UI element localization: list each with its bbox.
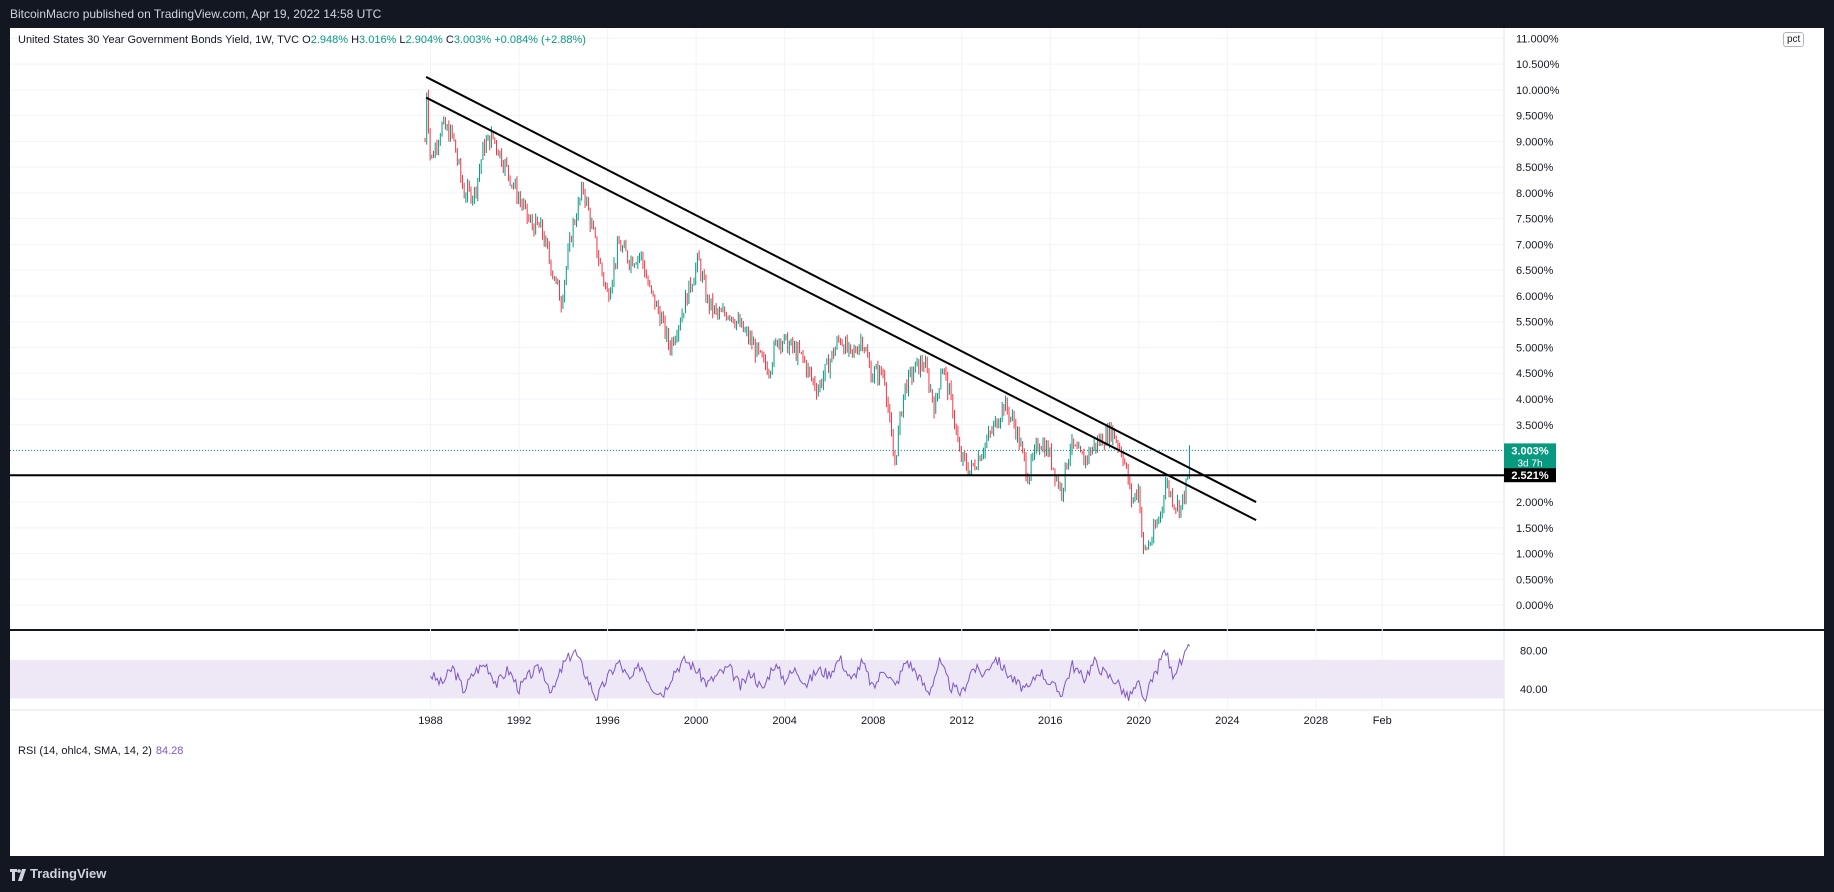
- drawn-lines: [10, 76, 1504, 521]
- chart-canvas[interactable]: 80.00 40.00 0.000% 0.500% 1.000% 1.500% 2.000…: [10, 28, 1824, 856]
- last-price-tag-bg: [1504, 443, 1556, 471]
- publisher-line: BitcoinMacro published on TradingView.co…: [10, 7, 382, 21]
- hline-tag-bg: [1504, 468, 1556, 483]
- hline-tag: 2.521%: [1504, 468, 1556, 483]
- symbol-name: United States 30 Year Government Bonds Y…: [18, 34, 300, 46]
- rsi-label: RSI (14, ohlc4, SMA, 14, 2): [18, 745, 152, 757]
- grid: [10, 28, 1824, 856]
- rsi-band: [10, 659, 1504, 699]
- time-tick-label: 2012: [949, 715, 973, 727]
- rsi-line: [430, 643, 1191, 703]
- time-tick-label: 2004: [772, 715, 796, 727]
- price-tick-label: 6.500%: [1516, 265, 1554, 277]
- price-axis: 0.000%0.500%1.000%1.500%2.000%2.500%3.00…: [1516, 33, 1560, 612]
- time-tick-label: 2016: [1038, 715, 1062, 727]
- price-tick-label: 6.000%: [1516, 291, 1554, 303]
- tradingview-logo[interactable]: TradingView: [10, 866, 106, 881]
- high-value: 3.016%: [359, 34, 397, 46]
- time-tick-label: 2028: [1304, 715, 1328, 727]
- price-tick-label: 2.000%: [1516, 497, 1554, 509]
- price-tick-label: 7.500%: [1516, 214, 1554, 226]
- time-tick-label: 2008: [861, 715, 885, 727]
- trendline: [425, 96, 1257, 521]
- rsi-pane: 80.00 40.00: [10, 643, 1548, 703]
- time-axis: 1988 1992 1996 2000 2004 2008 2012 2016 2020 2024…: [418, 715, 1391, 727]
- time-tick-label: 2020: [1127, 715, 1151, 727]
- price-tick-label: 4.000%: [1516, 394, 1554, 406]
- time-tick-label: Feb: [1373, 715, 1392, 727]
- time-tick-label: 1992: [507, 715, 531, 727]
- price-tick-label: 3.500%: [1516, 420, 1554, 432]
- brand-name: TradingView: [30, 866, 107, 881]
- price-tick-label: 8.000%: [1516, 188, 1554, 200]
- hline-value: 2.521%: [1511, 470, 1549, 482]
- rsi-tick-label: 40.00: [1520, 684, 1548, 696]
- open-value: 2.948%: [310, 34, 349, 46]
- publisher-bar: BitcoinMacro published on TradingView.co…: [0, 0, 1834, 28]
- low-label: L: [399, 34, 406, 46]
- open-label: O: [302, 34, 311, 46]
- price-tick-label: 1.500%: [1516, 523, 1554, 535]
- price-tick-label: 9.000%: [1516, 136, 1554, 148]
- price-tick-label: 5.500%: [1516, 317, 1554, 329]
- last-price-tag: 3.003%3d 7h: [1504, 443, 1556, 471]
- symbol-legend: United States 30 Year Government Bonds Y…: [18, 34, 586, 46]
- trendline: [425, 76, 1257, 503]
- tradingview-icon: [10, 869, 26, 881]
- price-tick-label: 0.000%: [1516, 600, 1554, 612]
- time-tick-label: 2000: [684, 715, 708, 727]
- price-tick-label: 10.000%: [1516, 85, 1560, 97]
- high-label: H: [351, 34, 360, 46]
- price-tick-label: 1.000%: [1516, 549, 1554, 561]
- price-tick-label: 8.500%: [1516, 162, 1554, 174]
- rsi-legend: RSI (14, ohlc4, SMA, 14, 2) 84.28: [18, 745, 183, 757]
- time-tick-label: 2024: [1215, 715, 1239, 727]
- price-tick-label: 7.000%: [1516, 239, 1554, 251]
- chart-panel[interactable]: 80.00 40.00 0.000% 0.500% 1.000% 1.500% 2.000…: [10, 28, 1824, 856]
- change-value: +0.084% (+2.88%): [494, 34, 586, 46]
- low-value: 2.904%: [405, 34, 443, 46]
- rsi-tick-label: 80.00: [1520, 645, 1548, 657]
- price-tick-label: 5.000%: [1516, 342, 1554, 354]
- percent-scale-button[interactable]: pct: [1783, 32, 1805, 47]
- price-tick-label: 4.500%: [1516, 368, 1554, 380]
- price-candles: [424, 89, 1190, 555]
- price-tags: 3.003%3d 7h2.521%: [1504, 443, 1556, 483]
- price-tick-label: 0.500%: [1516, 574, 1554, 586]
- price-tick-label: 10.500%: [1516, 59, 1560, 71]
- close-label: C: [445, 34, 454, 46]
- price-tick-label: 9.500%: [1516, 111, 1554, 123]
- time-tick-label: 1988: [418, 715, 442, 727]
- price-tick-label: 11.000%: [1516, 33, 1559, 45]
- footer-bar: TradingView: [0, 856, 1834, 892]
- last-price-value: 3.003%: [1511, 445, 1549, 457]
- time-tick-label: 1996: [595, 715, 619, 727]
- bar-countdown: 3d 7h: [1517, 458, 1542, 469]
- rsi-value: 84.28: [155, 745, 184, 757]
- close-value: 3.003%: [453, 34, 492, 46]
